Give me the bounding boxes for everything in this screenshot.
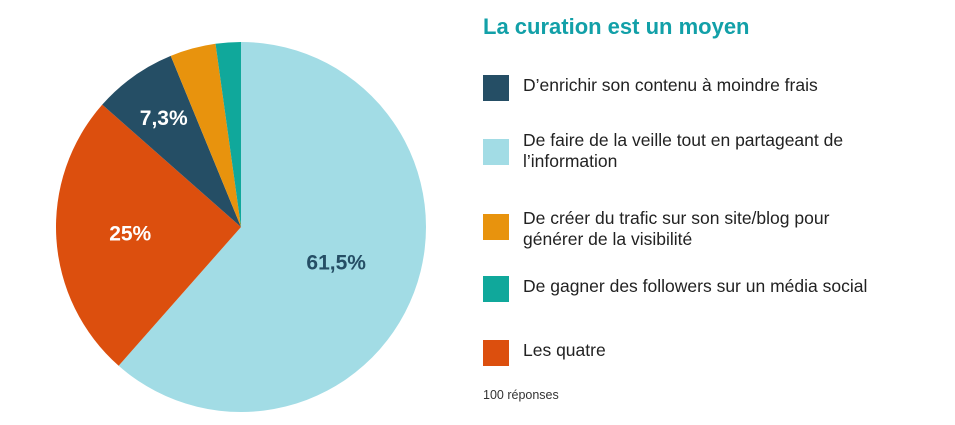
pie-chart: 61,5% 25% 7,3% <box>56 42 427 412</box>
legend-label: De gagner des followers sur un média soc… <box>523 276 868 296</box>
legend-item-quatre: Les quatre <box>483 340 606 366</box>
response-count: 100 réponses <box>483 388 559 402</box>
pie-slice <box>118 42 427 412</box>
legend-item-followers: De gagner des followers sur un média soc… <box>483 276 867 302</box>
slice-value-label: 25% <box>109 222 151 245</box>
legend-swatch <box>483 276 509 302</box>
legend-swatch <box>483 75 509 101</box>
legend-swatch <box>483 139 509 165</box>
slice-value-label: 7,3% <box>140 107 188 130</box>
pie-slice <box>56 104 242 366</box>
legend-item-trafic: De créer du trafic sur son site/blog pou… <box>483 208 843 250</box>
pie-slice <box>170 43 241 228</box>
pie-slice <box>215 42 241 227</box>
legend-label: D’enrichir son contenu à moindre frais <box>523 75 818 95</box>
legend-swatch <box>483 214 509 240</box>
legend-item-veille: De faire de la veille tout en partageant… <box>483 130 863 172</box>
slice-value-label: 61,5% <box>306 251 366 274</box>
pie-slice <box>102 55 241 227</box>
legend-swatch <box>483 340 509 366</box>
legend-item-enrichir: D’enrichir son contenu à moindre frais <box>483 75 818 101</box>
legend-label: De créer du trafic sur son site/blog pou… <box>523 208 830 249</box>
legend-label: De faire de la veille tout en partageant… <box>523 130 844 171</box>
legend-label: Les quatre <box>523 340 606 360</box>
chart-title: La curation est un moyen <box>483 14 750 39</box>
